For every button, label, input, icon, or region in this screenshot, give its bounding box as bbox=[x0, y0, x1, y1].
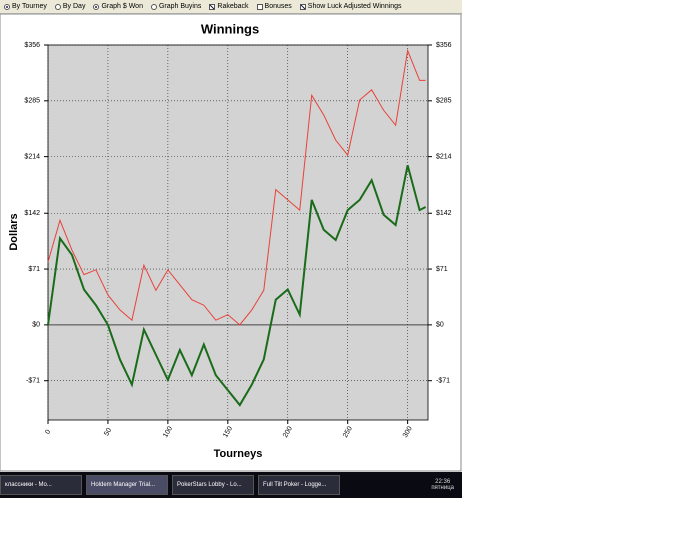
y2-tick-label: $214 bbox=[436, 153, 452, 160]
option-label: Rakeback bbox=[217, 3, 249, 10]
y-axis-label: Dollars bbox=[8, 213, 20, 250]
chart: Winnings Tourneys Dollars -$71 $0 $71 $142 $… bbox=[0, 14, 462, 472]
plot-area bbox=[48, 45, 428, 420]
y2-tick-label: -$71 bbox=[436, 378, 450, 385]
checkbox[interactable] bbox=[256, 3, 263, 10]
series-line bbox=[47, 165, 427, 407]
taskbar: классники - Mo... Holdem Manager Trial...… bbox=[0, 472, 462, 498]
clock-day: пятница bbox=[431, 485, 454, 491]
toolbar-option[interactable]: Rakeback bbox=[209, 3, 249, 10]
x-tick-label: 150 bbox=[222, 425, 234, 439]
toolbar-option[interactable]: Graph Buyins bbox=[150, 3, 202, 10]
option-label: Graph $ Won bbox=[101, 3, 143, 10]
radio-button[interactable] bbox=[4, 3, 10, 10]
option-label: Bonuses bbox=[264, 3, 292, 10]
x-tick-label: 200 bbox=[282, 425, 294, 439]
plot-border bbox=[47, 44, 429, 421]
y2-tick-label: $142 bbox=[436, 210, 452, 217]
series-line bbox=[47, 48, 426, 326]
option-label: Show Luck Adjusted Winnings bbox=[307, 3, 402, 10]
toolbar-option[interactable]: By Tourney bbox=[4, 3, 47, 10]
y-tick-label: $0 bbox=[32, 322, 40, 329]
chart-title: Winnings bbox=[201, 21, 259, 36]
x-axis-label: Tourneys bbox=[214, 448, 263, 460]
y-tick-label: $356 bbox=[24, 42, 40, 49]
x-tick-label: 50 bbox=[103, 427, 113, 437]
taskbar-button[interactable]: классники - Mo... bbox=[0, 475, 82, 495]
x-tick-label: 100 bbox=[162, 425, 174, 439]
y-tick-label: $214 bbox=[24, 153, 40, 160]
x-tick-label: 250 bbox=[342, 425, 354, 439]
y2-tick-label: $285 bbox=[436, 98, 452, 105]
x-tick-label: 0 bbox=[44, 429, 52, 436]
radio-button[interactable] bbox=[150, 3, 157, 10]
x-tick-label: 300 bbox=[402, 425, 414, 439]
y-tick-label: $71 bbox=[28, 266, 40, 273]
taskbar-button[interactable]: Full Tilt Poker - Logge... bbox=[258, 475, 340, 495]
y2-tick-label: $71 bbox=[436, 266, 448, 273]
option-label: Graph Buyins bbox=[158, 3, 202, 10]
radio-button[interactable] bbox=[93, 3, 100, 10]
checkbox[interactable] bbox=[209, 3, 216, 10]
taskbar-button[interactable]: Holdem Manager Trial... bbox=[86, 475, 168, 495]
option-label: By Tourney bbox=[12, 3, 47, 10]
taskbar-button[interactable]: PokerStars Lobby - Lo... bbox=[172, 475, 254, 495]
y2-tick-label: $356 bbox=[436, 42, 452, 49]
radio-button[interactable] bbox=[54, 3, 61, 10]
y-tick-label: -$71 bbox=[26, 378, 40, 385]
y-tick-label: $142 bbox=[24, 210, 40, 217]
y2-tick-label: $0 bbox=[436, 322, 444, 329]
toolbar-option[interactable]: Graph $ Won bbox=[93, 3, 143, 10]
toolbar-option[interactable]: Show Luck Adjusted Winnings bbox=[299, 3, 402, 10]
y-tick-label: $285 bbox=[24, 98, 40, 105]
toolbar: By Tourney By Day Graph $ Won Graph Buyins R… bbox=[0, 0, 462, 14]
toolbar-option[interactable]: By Day bbox=[54, 3, 86, 10]
option-label: By Day bbox=[62, 3, 86, 10]
toolbar-option[interactable]: Bonuses bbox=[256, 3, 292, 10]
checkbox[interactable] bbox=[299, 3, 306, 10]
clock-time: 22:36 bbox=[435, 479, 451, 485]
system-tray: 22:36 пятница bbox=[431, 479, 462, 491]
